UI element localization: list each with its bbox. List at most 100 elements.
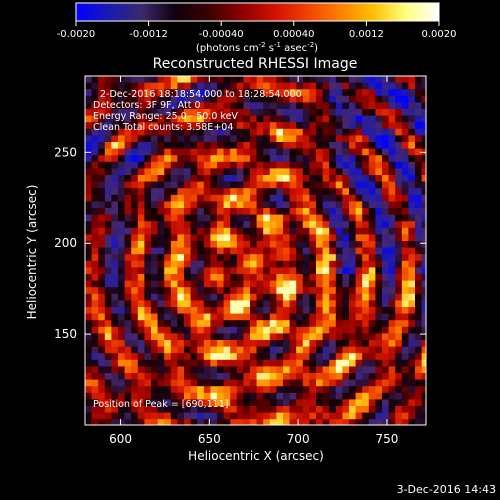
heatmap-cell [309, 241, 317, 248]
heatmap-cell [131, 89, 139, 97]
heatmap-cell [342, 379, 350, 387]
heatmap-cell [342, 89, 350, 97]
heatmap-cell [104, 419, 112, 425]
heatmap-cell [197, 82, 205, 90]
heatmap-cell [91, 161, 99, 169]
heatmap-cell [289, 168, 297, 176]
heatmap-cell [395, 247, 403, 255]
colorbar-tick-label: 0.0020 [422, 29, 457, 40]
heatmap-cell [243, 234, 251, 242]
heatmap-cell [184, 392, 191, 400]
heatmap-cell [276, 274, 284, 281]
heatmap-cell [177, 82, 185, 90]
heatmap-cell [329, 148, 337, 156]
heatmap-cell [342, 392, 350, 400]
heatmap-cell [217, 307, 224, 314]
heatmap-cell [368, 227, 376, 235]
heatmap-cell [302, 155, 310, 163]
heatmap-cell [236, 412, 244, 420]
heatmap-cell [144, 392, 152, 400]
heatmap-cell [111, 221, 119, 229]
heatmap-cell [269, 300, 277, 308]
heatmap-cell [316, 366, 323, 374]
heatmap-cell [230, 353, 238, 361]
heatmap-cell [415, 280, 422, 288]
heatmap-cell [98, 366, 106, 374]
heatmap-cell [91, 247, 99, 255]
heatmap-cell [269, 175, 277, 182]
heatmap-cell [98, 386, 106, 394]
heatmap-cell [197, 241, 205, 248]
heatmap-cell [263, 214, 271, 222]
heatmap-cell [421, 155, 426, 163]
heatmap-cell [91, 326, 99, 334]
heatmap-cell [104, 293, 112, 301]
heatmap-cell [91, 333, 99, 341]
heatmap-cell [276, 353, 284, 361]
heatmap-cell [421, 274, 426, 281]
heatmap-cell [170, 406, 178, 413]
heatmap-cell [177, 181, 185, 189]
heatmap-cell [342, 208, 350, 215]
heatmap-cell [151, 326, 158, 334]
heatmap-cell [164, 221, 172, 229]
heatmap-cell [421, 406, 426, 413]
heatmap-cell [151, 148, 158, 156]
heatmap-cell [309, 122, 317, 130]
heatmap-cell [203, 208, 211, 215]
heatmap-cell [349, 122, 356, 130]
heatmap-cell [349, 241, 356, 248]
heatmap-cell [395, 188, 403, 196]
heatmap-cell [170, 208, 178, 215]
heatmap-cell [137, 313, 145, 321]
heatmap-cell [269, 194, 277, 202]
heatmap-cell [349, 95, 356, 103]
heatmap-cell [289, 181, 297, 189]
heatmap-cell [190, 175, 198, 182]
heatmap-cell [197, 346, 205, 354]
heatmap-cell [170, 373, 178, 380]
heatmap-cell [316, 307, 323, 314]
heatmap-cell [415, 346, 422, 354]
heatmap-cell [124, 359, 132, 367]
heatmap-cell [335, 175, 343, 182]
heatmap-cell [415, 247, 422, 255]
heatmap-cell [276, 102, 284, 110]
heatmap-cell [85, 379, 92, 387]
heatmap-cell [388, 142, 396, 149]
heatmap-cell [283, 128, 290, 136]
heatmap-cell [197, 287, 205, 295]
heatmap-cell [137, 280, 145, 288]
heatmap-cell [368, 234, 376, 242]
heatmap-cell [98, 142, 106, 149]
heatmap-cell [283, 320, 290, 328]
heatmap-cell [184, 168, 191, 176]
heatmap-cell [250, 346, 257, 354]
heatmap-cell [104, 201, 112, 209]
heatmap-cell [401, 379, 409, 387]
heatmap-cell [335, 76, 343, 83]
heatmap-cell [85, 260, 92, 268]
heatmap-cell [157, 247, 165, 255]
heatmap-cell [91, 260, 99, 268]
heatmap-cell [104, 208, 112, 215]
heatmap-cell [118, 280, 125, 288]
heatmap-cell [276, 227, 284, 235]
heatmap-cell [157, 95, 165, 103]
heatmap-cell [355, 142, 363, 149]
heatmap-cell [349, 175, 356, 182]
heatmap-cell [329, 241, 337, 248]
heatmap-cell [382, 260, 389, 268]
heatmap-cell [342, 135, 350, 143]
heatmap-cell [263, 109, 271, 116]
heatmap-cell [329, 89, 337, 97]
heatmap-cell [322, 412, 330, 420]
heatmap-cell [210, 122, 218, 130]
heatmap-cell [243, 346, 251, 354]
heatmap-cell [223, 399, 231, 407]
heatmap-cell [283, 287, 290, 295]
heatmap-cell [111, 102, 119, 110]
heatmap-cell [283, 267, 290, 275]
heatmap-cell [98, 320, 106, 328]
heatmap-cell [137, 260, 145, 268]
